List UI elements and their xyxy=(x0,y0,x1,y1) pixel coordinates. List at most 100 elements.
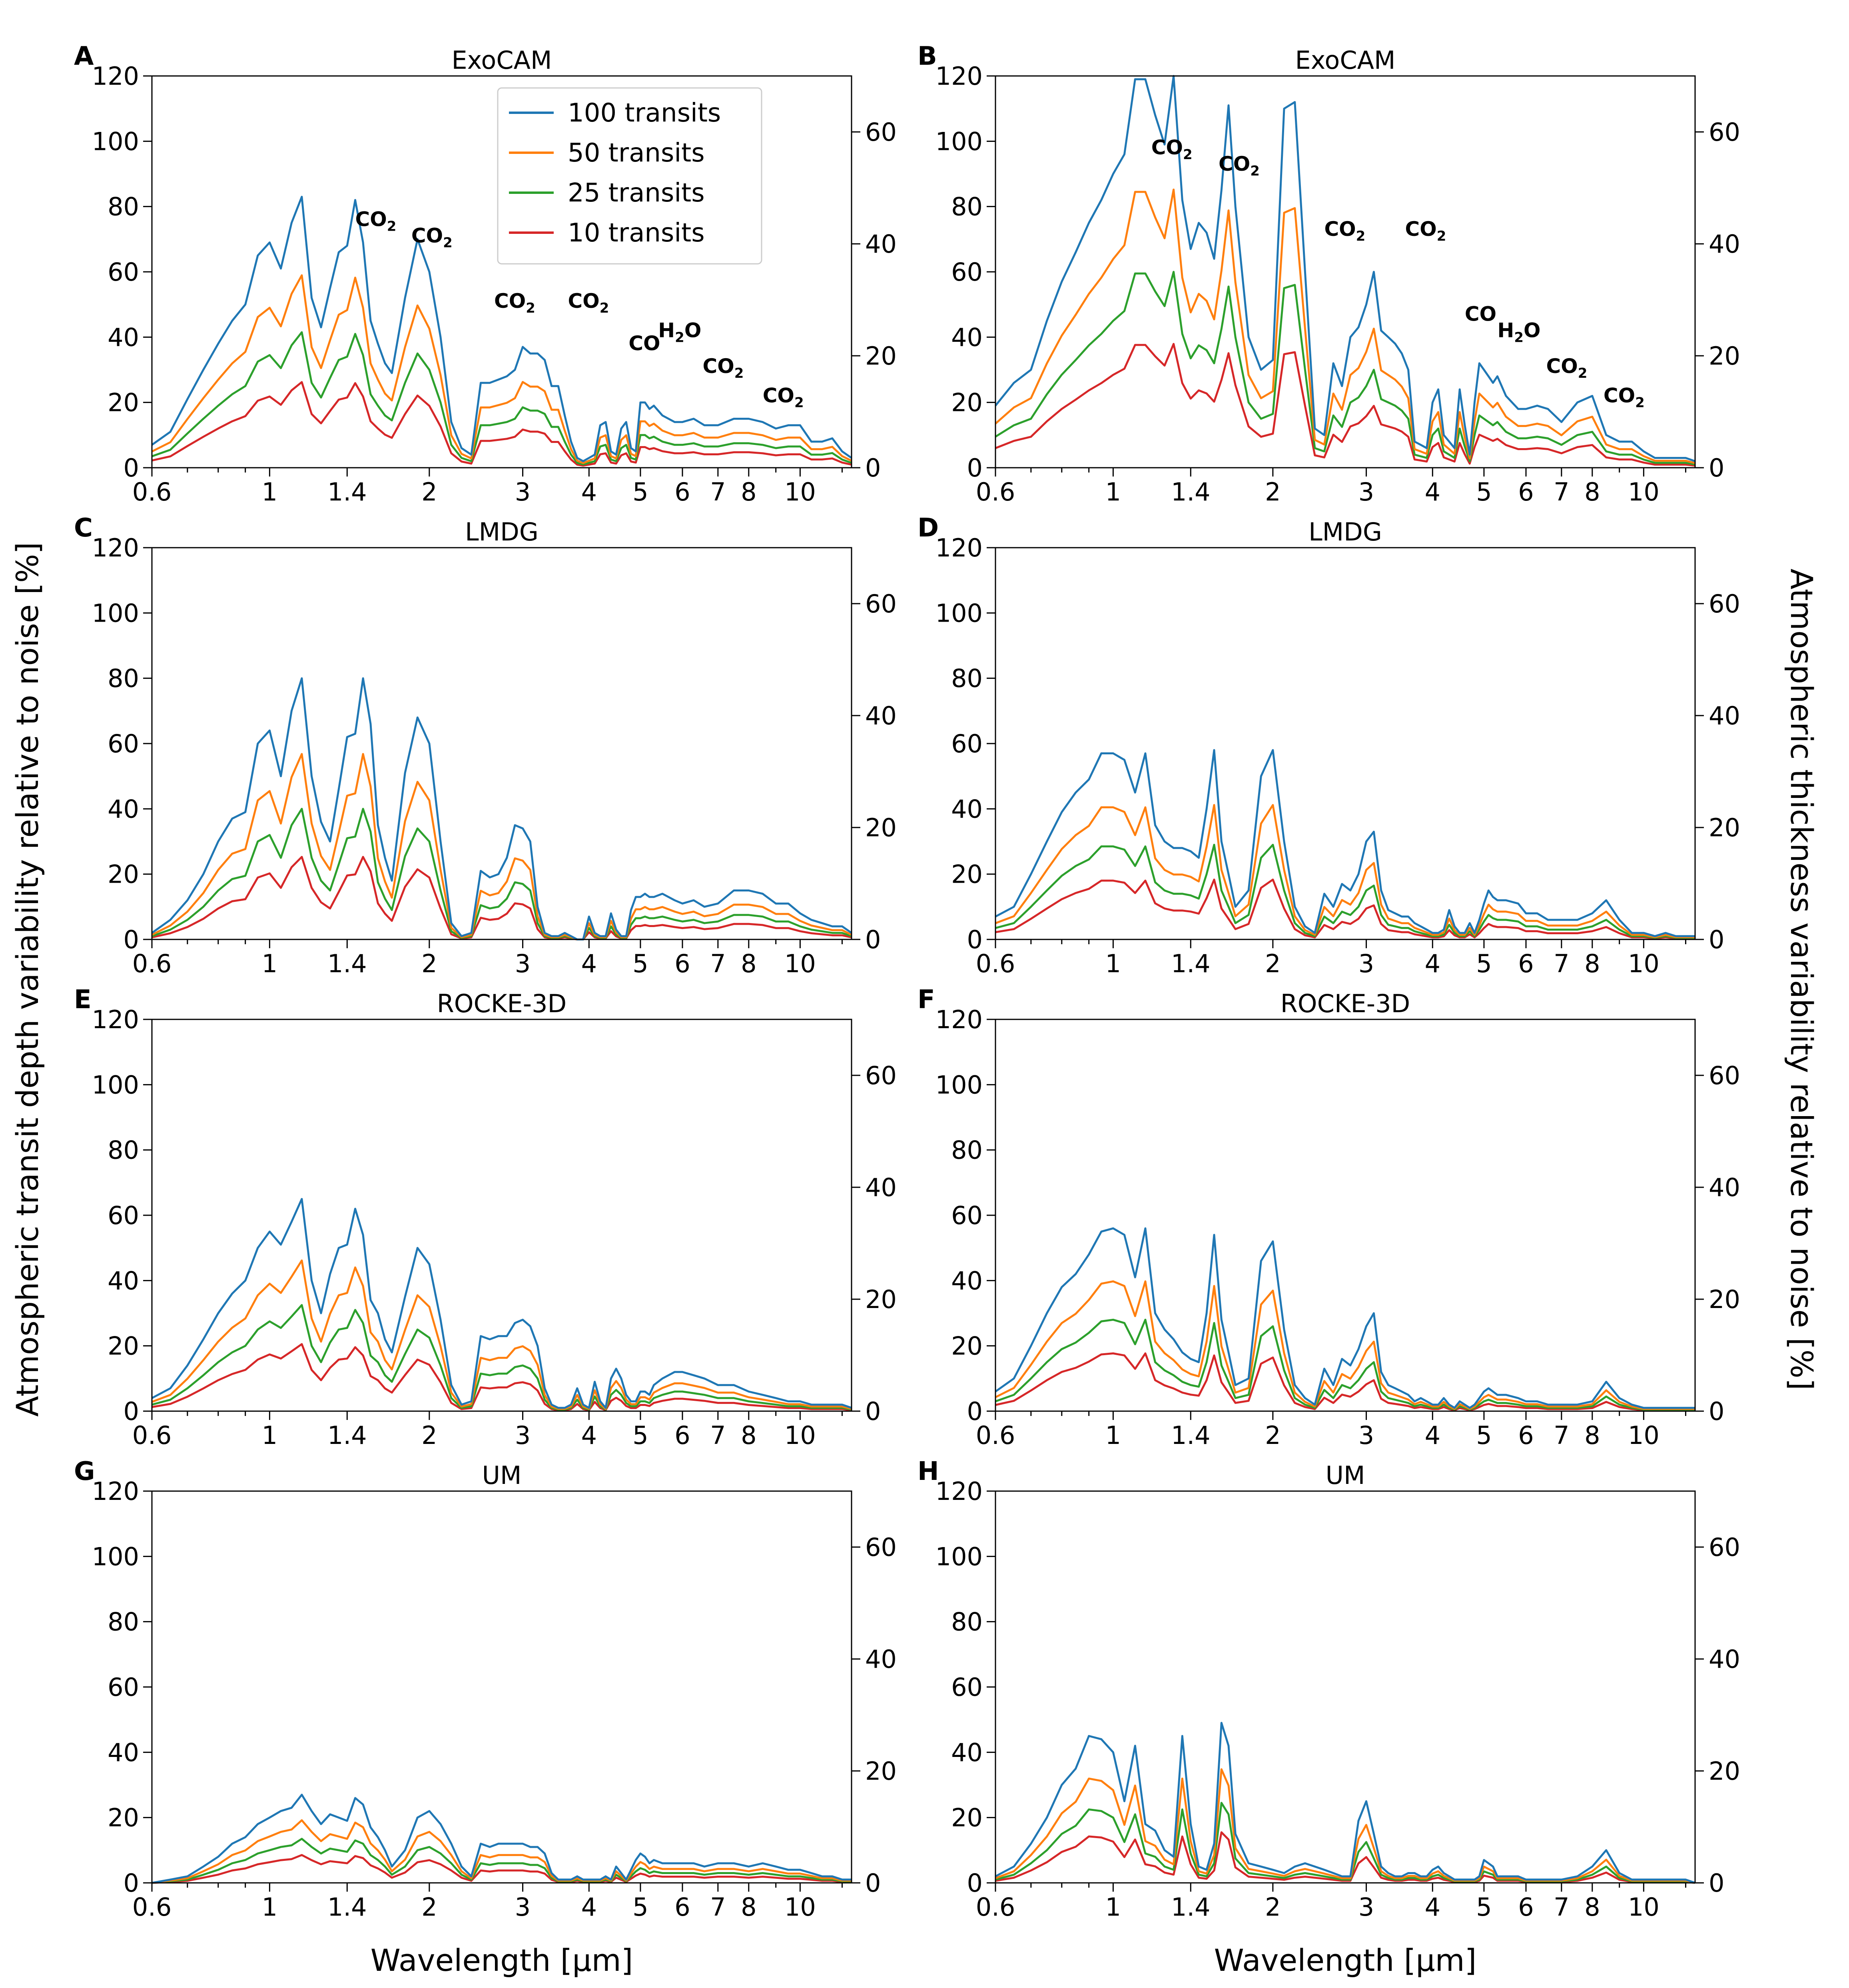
panel-letter-d: D xyxy=(918,513,939,543)
y-left-tick-label-g: 0 xyxy=(124,1868,139,1898)
y-left-tick-label-d: 0 xyxy=(967,925,983,954)
y-left-tick-label-h: 100 xyxy=(935,1542,983,1571)
series-line-a-50-transits xyxy=(151,274,852,464)
y-left-tick-label-c: 60 xyxy=(108,729,139,758)
y-right-tick-label-e: 20 xyxy=(865,1285,897,1314)
y-left-tick-label-c: 0 xyxy=(124,925,139,954)
y-left-tick-label-f: 80 xyxy=(951,1136,983,1165)
series-line-e-10-transits xyxy=(152,1343,852,1411)
y-left-tick-label-e: 20 xyxy=(108,1332,139,1361)
y-left-tick-label-e: 40 xyxy=(108,1266,139,1295)
y-left-tick-label-f: 120 xyxy=(935,1005,983,1034)
x-tick-label-a: 4 xyxy=(581,477,597,506)
y-right-tick-label-d: 40 xyxy=(1709,701,1740,730)
x-label-right: Wavelength [µm] xyxy=(1214,1942,1477,1978)
x-tick-label-g: 6 xyxy=(674,1892,690,1922)
x-tick-label-f: 3 xyxy=(1358,1421,1374,1450)
panel-title-d: LMDG xyxy=(1308,517,1382,546)
molecule-label-b: CO2 xyxy=(1405,217,1446,244)
plot-frame-f xyxy=(995,1019,1696,1412)
x-tick-label-f: 1.4 xyxy=(1171,1421,1211,1450)
x-tick-label-b: 6 xyxy=(1518,477,1534,506)
y-right-tick-label-d: 60 xyxy=(1709,589,1740,618)
x-tick-label-a: 8 xyxy=(741,477,756,506)
y-right-tick-label-h: 0 xyxy=(1709,1868,1724,1898)
y-left-tick-label-f: 20 xyxy=(951,1332,983,1361)
panel-title-c: LMDG xyxy=(465,517,539,546)
x-label-left: Wavelength [µm] xyxy=(371,1942,633,1978)
y-right-tick-label-g: 40 xyxy=(865,1645,897,1674)
x-tick-label-e: 7 xyxy=(710,1421,726,1450)
x-tick-label-c: 10 xyxy=(784,949,816,978)
y-left-tick-label-f: 0 xyxy=(967,1397,983,1426)
x-tick-label-h: 7 xyxy=(1554,1892,1569,1922)
x-tick-label-h: 0.6 xyxy=(976,1892,1015,1922)
panel-b: 0.6 1 1.4 2 3 4 5 6 7 8 100204060801001200204060Ex… xyxy=(918,42,1740,506)
legend: 100 transits 50 transits 25 transits 10 tra… xyxy=(497,87,762,265)
y-left-tick-label-e: 0 xyxy=(124,1397,139,1426)
legend-label-25: 25 transits xyxy=(568,178,705,208)
panel-letter-h: H xyxy=(918,1457,939,1486)
x-tick-label-g: 4 xyxy=(581,1892,597,1922)
series-line-b-25-transits xyxy=(995,271,1695,466)
y-left-tick-label-h: 80 xyxy=(951,1607,983,1637)
molecule-label-a: CO2 xyxy=(411,224,453,251)
y-left-tick-label-b: 100 xyxy=(935,127,983,156)
x-tick-label-b: 0.6 xyxy=(976,477,1015,506)
x-tick-label-a: 3 xyxy=(515,477,531,506)
x-tick-label-c: 2 xyxy=(421,949,437,978)
x-tick-label-b: 8 xyxy=(1584,477,1600,506)
legend-label-100: 100 transits xyxy=(568,98,721,128)
y-left-tick-label-b: 40 xyxy=(951,323,983,352)
panel-title-b: ExoCAM xyxy=(1295,46,1395,75)
y-right-tick-label-g: 20 xyxy=(865,1757,897,1786)
x-tick-label-g: 1.4 xyxy=(327,1892,367,1922)
x-tick-label-g: 2 xyxy=(421,1892,437,1922)
x-tick-label-d: 4 xyxy=(1425,949,1440,978)
x-tick-label-e: 2 xyxy=(421,1421,437,1450)
panel-e: 0.6 1 1.4 2 3 4 5 6 7 8 100204060801001200204060RO… xyxy=(74,985,897,1450)
x-tick-label-c: 5 xyxy=(632,949,648,978)
x-tick-label-h: 1.4 xyxy=(1171,1892,1211,1922)
y-left-tick-label-c: 20 xyxy=(108,860,139,889)
x-tick-label-c: 1 xyxy=(262,949,277,978)
series-line-c-10-transits xyxy=(152,856,852,941)
x-tick-label-e: 5 xyxy=(632,1421,648,1450)
y-left-tick-label-e: 100 xyxy=(92,1070,139,1099)
molecule-label-a: CO2 xyxy=(355,208,397,235)
x-tick-label-f: 4 xyxy=(1425,1421,1440,1450)
x-tick-label-g: 5 xyxy=(632,1892,648,1922)
y-left-tick-label-h: 20 xyxy=(951,1803,983,1832)
panel-letter-g: G xyxy=(74,1457,95,1486)
y-left-tick-label-d: 120 xyxy=(935,533,983,562)
y-left-tick-label-h: 120 xyxy=(935,1477,983,1506)
y-right-tick-label-a: 0 xyxy=(865,453,881,483)
series-line-b-10-transits xyxy=(995,343,1695,467)
y-right-tick-label-c: 60 xyxy=(865,589,897,618)
y-left-tick-label-a: 120 xyxy=(92,62,139,91)
y-right-tick-label-b: 20 xyxy=(1709,341,1740,371)
x-tick-label-a: 1 xyxy=(262,477,277,506)
y-right-tick-label-b: 0 xyxy=(1709,453,1724,483)
x-tick-label-b: 10 xyxy=(1628,477,1660,506)
panel-letter-e: E xyxy=(74,985,92,1015)
legend-box xyxy=(497,87,762,265)
molecule-label-b: CO2 xyxy=(1324,217,1365,244)
panel-letter-f: F xyxy=(918,985,935,1015)
plot-frame-h xyxy=(995,1490,1696,1884)
series-line-d-25-transits xyxy=(995,843,1695,939)
y-left-tick-label-g: 100 xyxy=(92,1542,139,1571)
x-tick-label-e: 0.6 xyxy=(132,1421,172,1450)
series-line-g-50-transits xyxy=(152,1819,852,1884)
series-line-e-100-transits xyxy=(151,1198,852,1409)
x-tick-label-b: 2 xyxy=(1265,477,1281,506)
panel-title-a: ExoCAM xyxy=(451,46,552,75)
y-right-tick-label-h: 60 xyxy=(1709,1533,1740,1562)
y-left-tick-label-g: 20 xyxy=(108,1803,139,1832)
x-tick-label-c: 8 xyxy=(741,949,756,978)
y-right-tick-label-g: 0 xyxy=(865,1868,881,1898)
x-tick-label-a: 6 xyxy=(674,477,690,506)
x-tick-label-b: 5 xyxy=(1476,477,1492,506)
y-left-tick-label-a: 60 xyxy=(108,257,139,287)
x-tick-label-a: 2 xyxy=(421,477,437,506)
